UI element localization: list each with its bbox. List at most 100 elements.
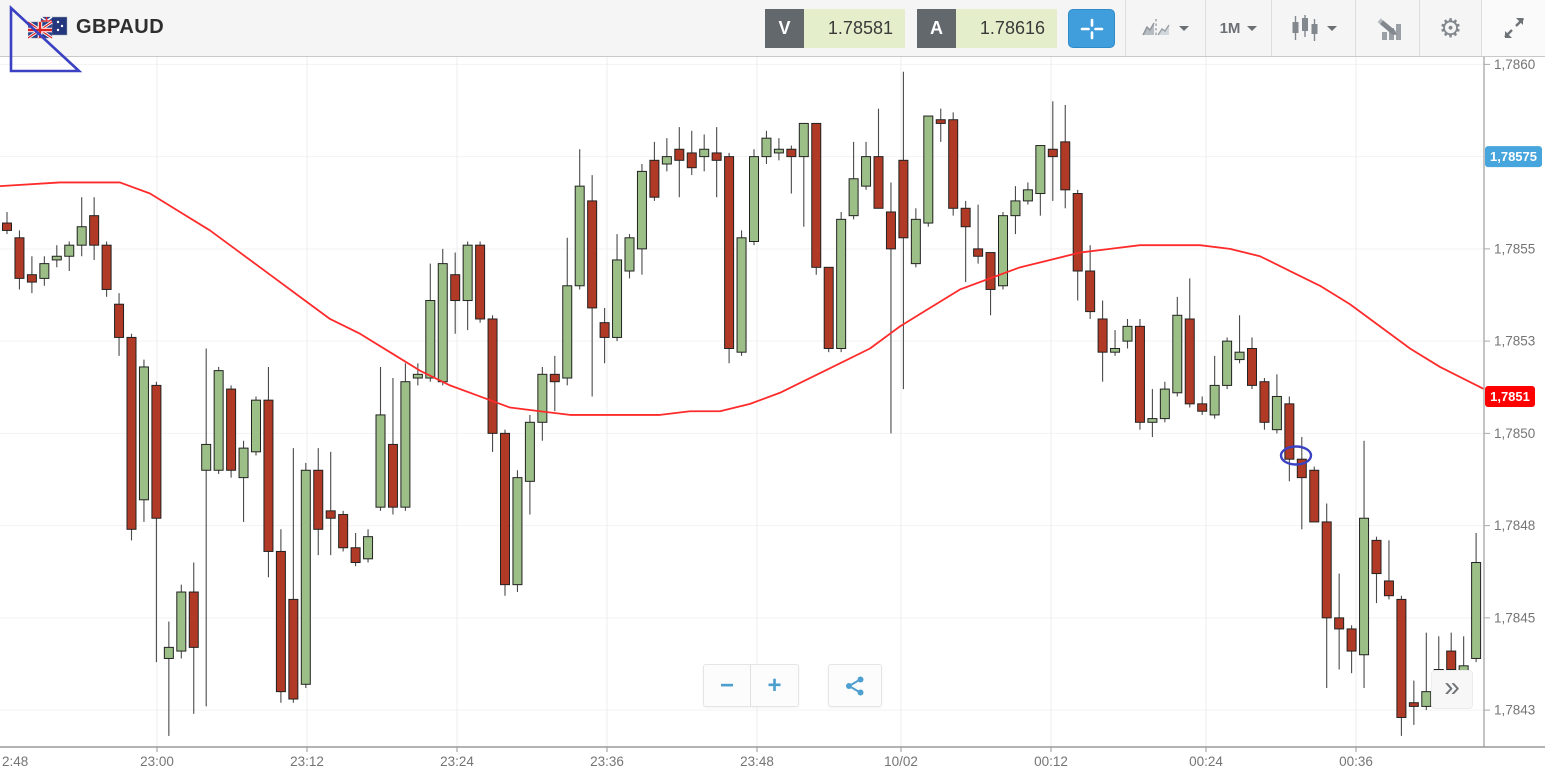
candle-body bbox=[885, 211, 896, 250]
candle-body bbox=[1159, 388, 1170, 420]
candle-body bbox=[773, 148, 784, 154]
candle-body bbox=[1035, 145, 1046, 195]
candle-body bbox=[1247, 347, 1257, 386]
candle-body bbox=[1284, 403, 1295, 460]
sell-label: V bbox=[765, 9, 804, 48]
candle-body bbox=[1471, 562, 1482, 659]
candle-body bbox=[400, 381, 411, 508]
candle-body bbox=[587, 200, 598, 309]
candle-body bbox=[674, 148, 685, 161]
settings-button[interactable]: ⚙ bbox=[1419, 0, 1481, 56]
compare-button[interactable] bbox=[1125, 0, 1205, 56]
timeframe-label: 1M bbox=[1219, 19, 1241, 37]
candle-body bbox=[537, 373, 548, 423]
candle-body bbox=[811, 122, 822, 268]
candle-body bbox=[1134, 325, 1145, 423]
buy-quote-button[interactable]: A 1.78616 bbox=[917, 9, 1057, 48]
candle-body bbox=[238, 447, 249, 479]
candle-body bbox=[1209, 384, 1220, 416]
buy-label: A bbox=[917, 9, 956, 48]
candle-body bbox=[686, 152, 697, 169]
indicators-button[interactable] bbox=[1355, 0, 1419, 56]
candle-body bbox=[288, 598, 299, 700]
candle-body bbox=[998, 215, 1008, 287]
candle-body bbox=[1321, 521, 1332, 619]
current-price-badge-label: 1,78575 bbox=[1490, 149, 1537, 164]
candlestick-icon bbox=[1292, 15, 1318, 41]
sell-quote-button[interactable]: V 1.78581 bbox=[765, 9, 905, 48]
expand-icon bbox=[1503, 18, 1524, 38]
candle-body bbox=[935, 119, 946, 124]
time-axis-label: 23:12 bbox=[290, 754, 324, 769]
candle-body bbox=[300, 469, 311, 685]
moving-average-line bbox=[0, 181, 1485, 416]
candle-body bbox=[1396, 598, 1407, 718]
candle-body bbox=[636, 170, 647, 250]
compare-charts-icon bbox=[1142, 19, 1170, 37]
candle-body bbox=[76, 226, 87, 246]
candle-body bbox=[736, 237, 747, 353]
candle-body bbox=[188, 591, 199, 648]
candle-body bbox=[861, 156, 872, 187]
price-axis-label: 1,7855 bbox=[1494, 241, 1535, 256]
time-axis-label: 23:24 bbox=[440, 754, 474, 769]
candle-body bbox=[1222, 340, 1233, 386]
candle-body bbox=[363, 536, 374, 560]
candle-body bbox=[761, 137, 772, 158]
zoom-in-button[interactable]: + bbox=[767, 671, 782, 699]
candle-body bbox=[1172, 314, 1183, 394]
candle-body bbox=[1334, 617, 1345, 630]
candle-body bbox=[1197, 403, 1208, 412]
candle-body bbox=[960, 207, 971, 228]
candle-body bbox=[549, 373, 560, 383]
candle-body bbox=[1147, 418, 1158, 423]
candle-body bbox=[1010, 200, 1021, 217]
candle-body bbox=[437, 263, 448, 383]
time-axis-label: 23:00 bbox=[140, 754, 174, 769]
candle-body bbox=[1259, 381, 1270, 423]
price-axis-label: 1,7850 bbox=[1494, 426, 1535, 441]
candle-body bbox=[1309, 469, 1320, 523]
share-icon bbox=[846, 676, 864, 695]
candle-body bbox=[114, 303, 125, 338]
zoom-controls: − + bbox=[703, 664, 799, 707]
crosshair-tool-button[interactable] bbox=[1068, 9, 1115, 48]
price-chart[interactable]: 1,7860 1,7855 1,7853 1,7850 1,7848 1,7845 1,78… bbox=[0, 57, 1545, 783]
share-button[interactable] bbox=[828, 664, 882, 707]
candle-body bbox=[661, 156, 672, 165]
candle-body bbox=[338, 514, 349, 549]
candle-body bbox=[412, 373, 423, 379]
candle-body bbox=[126, 336, 137, 530]
chevron-down-icon bbox=[1179, 25, 1189, 31]
candle-body bbox=[973, 248, 984, 257]
time-axis-label: 00:12 bbox=[1034, 754, 1068, 769]
candle-body bbox=[500, 432, 510, 586]
zoom-out-button[interactable]: − bbox=[704, 665, 751, 706]
candle-body bbox=[749, 156, 759, 242]
price-axis-label: 1,7845 bbox=[1494, 610, 1535, 625]
time-axis-label: 23:36 bbox=[590, 754, 624, 769]
candle-body bbox=[823, 266, 834, 349]
candle-body bbox=[375, 414, 386, 508]
candle-body bbox=[1122, 325, 1133, 342]
candle-body bbox=[138, 366, 149, 501]
candle-body bbox=[1097, 318, 1108, 353]
candle-body bbox=[14, 237, 25, 279]
ellipse-drawing-annotation[interactable] bbox=[1279, 445, 1313, 466]
crosshair-icon bbox=[1080, 18, 1103, 39]
scroll-to-latest-button[interactable]: » bbox=[1431, 670, 1473, 709]
candle-body bbox=[923, 115, 934, 224]
time-axis-label: 23:48 bbox=[740, 754, 774, 769]
candle-body bbox=[786, 148, 797, 158]
candle-body bbox=[985, 252, 996, 290]
candle-body bbox=[1408, 702, 1419, 707]
fullscreen-button[interactable] bbox=[1481, 0, 1545, 56]
candle-body bbox=[1296, 458, 1307, 479]
timeframe-button[interactable]: 1M bbox=[1205, 0, 1271, 56]
candle-body bbox=[51, 255, 62, 261]
gbpaud-flag-icon bbox=[27, 15, 68, 43]
candle-body bbox=[1047, 148, 1058, 158]
candle-body bbox=[724, 156, 735, 349]
chart-type-button[interactable] bbox=[1271, 0, 1355, 56]
candle-body bbox=[64, 244, 75, 257]
